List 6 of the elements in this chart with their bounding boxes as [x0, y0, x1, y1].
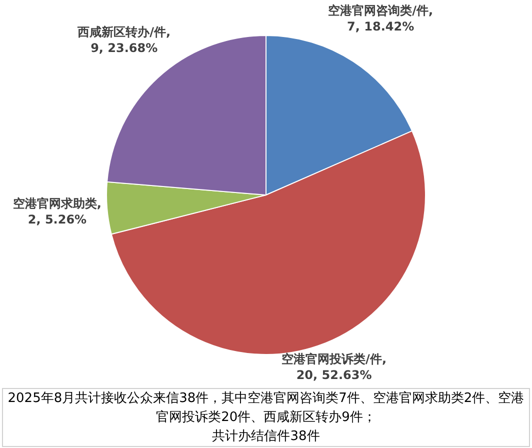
slice-label: 空港官网求助类, 2, 5.26% [12, 196, 102, 226]
slice-label: 西咸新区转办/件, 9, 23.68% [76, 24, 171, 55]
text: 2025年8月共计接收公众来信38件，其中空港官网咨询类7件、空港官网求助类2件、空港官网投诉类20件、西咸新区转办9件； [6, 390, 526, 427]
slice-label: 空港官网投诉类/件, 20, 52.63% [282, 352, 386, 382]
text: 共计办结信件38件 [211, 428, 321, 446]
slice-label: 空港官网咨询类/件, 7, 18.42% [328, 4, 434, 34]
